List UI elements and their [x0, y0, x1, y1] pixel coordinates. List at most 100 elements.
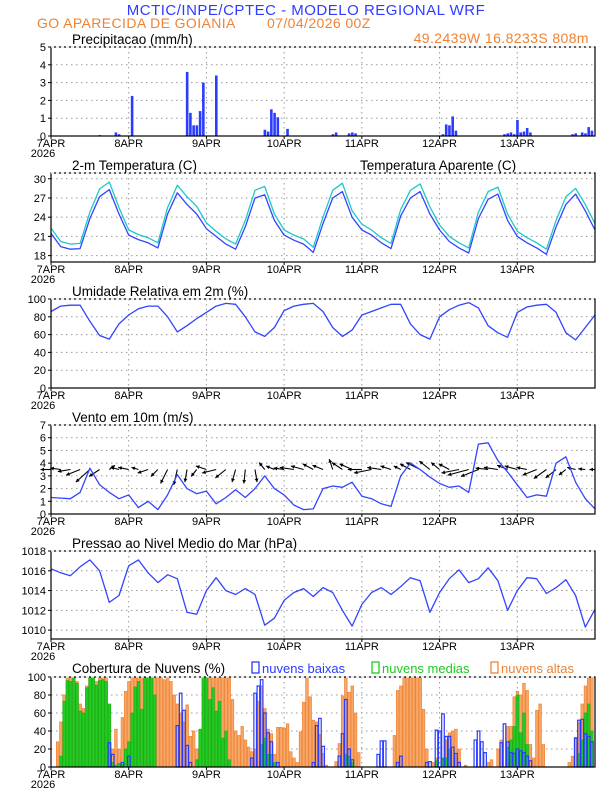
- clouds-bar: [217, 700, 222, 768]
- clouds-bar: [214, 710, 218, 768]
- precip-bar: [441, 134, 445, 136]
- clouds-bar: [120, 717, 125, 768]
- clouds-bar: [136, 681, 141, 768]
- precip-bar: [215, 75, 218, 136]
- wind-arrow: [290, 465, 304, 471]
- x-tick-label: 13APR: [500, 390, 535, 402]
- clouds-bar: [68, 681, 73, 768]
- precip-bar: [444, 124, 448, 136]
- y-tick-label: 0: [40, 131, 46, 143]
- clouds-bar: [418, 676, 422, 768]
- wind-arrow: [65, 468, 81, 476]
- wind-arrow: [545, 469, 557, 479]
- clouds-bar: [91, 676, 95, 768]
- pressure-grid: [51, 551, 595, 639]
- precip-bar: [273, 112, 276, 136]
- precip-bar: [189, 112, 192, 136]
- wind-arrow: [202, 468, 217, 475]
- wind-arrow: [312, 464, 324, 471]
- clouds-bar: [308, 696, 312, 768]
- wind-arrow-head: [215, 474, 220, 478]
- x-tick-label: 8APR: [114, 264, 143, 276]
- wind-arrow-head: [399, 463, 404, 468]
- clouds-bar: [399, 685, 403, 768]
- precip-bar: [202, 82, 205, 136]
- precip-bar: [185, 71, 189, 136]
- clouds-bar: [166, 676, 170, 768]
- clouds-bar: [208, 699, 212, 768]
- wind-arrow-head: [202, 470, 207, 475]
- wind-arrow-head: [431, 462, 436, 467]
- x-tick-label: 11APR: [345, 138, 379, 150]
- wind-grid: [51, 425, 595, 514]
- x-tick-label: 9APR: [192, 390, 221, 402]
- y-tick-label: 2: [40, 95, 46, 107]
- clouds-bar: [412, 676, 416, 768]
- y-tick-label: 4: [40, 60, 46, 72]
- x-tick-label: 9APR: [192, 516, 221, 528]
- wind-arrow-head: [266, 465, 271, 470]
- wind-arrow-head: [110, 466, 115, 471]
- wind-arrow: [533, 469, 547, 480]
- x-tick-label: 13APR: [500, 641, 535, 653]
- clouds-bar: [198, 728, 202, 768]
- y-tick-label: 60: [34, 330, 46, 342]
- x-tick-label: 12APR: [422, 641, 457, 653]
- clouds-bar: [541, 744, 545, 768]
- x-tick-label: 11APR: [345, 641, 379, 653]
- legend-low-label: nuvens baixas: [262, 661, 346, 676]
- clouds-bar: [392, 735, 397, 768]
- wind-arrow-head: [231, 478, 235, 483]
- clouds-bar: [489, 759, 494, 768]
- clouds-bar: [405, 676, 409, 768]
- y-tick-label: 21: [34, 231, 46, 243]
- clouds-bar: [285, 723, 290, 768]
- x-tick-label: 9APR: [192, 138, 221, 150]
- wind-arrow-head: [339, 463, 344, 468]
- wind-arrow-head: [460, 473, 465, 477]
- y-tick-label: 3: [40, 78, 46, 90]
- clouds-bar: [130, 712, 134, 768]
- y-tick-label: 3: [40, 471, 46, 483]
- y-tick-label: 60: [34, 708, 46, 720]
- wind-arrow: [40, 467, 51, 472]
- clouds-series-nuvens-medias: [59, 676, 594, 768]
- legend-mid-swatch: [371, 661, 380, 674]
- header-location: GO APARECIDA DE GOIANIA: [37, 15, 236, 31]
- clouds-bar: [350, 685, 354, 768]
- y-tick-label: 5: [40, 42, 46, 54]
- clouds-bar: [62, 700, 66, 768]
- wind-arrow-head: [558, 471, 563, 476]
- x-year-label: 2026: [31, 274, 55, 286]
- x-tick-label: 10APR: [267, 264, 302, 276]
- wind-arrow-head: [183, 478, 188, 483]
- y-tick-label: 1018: [22, 546, 46, 558]
- clouds-bar: [153, 694, 157, 768]
- wind-arrow: [331, 462, 343, 470]
- clouds-bar: [88, 676, 92, 768]
- x-year-label: 2026: [31, 400, 55, 412]
- wind-arrow-head: [328, 459, 333, 463]
- wind-arrow-head: [160, 479, 164, 484]
- wind-arrow: [265, 465, 275, 471]
- wind-arrow-head: [195, 465, 200, 469]
- clouds-bar: [211, 687, 215, 768]
- y-tick-label: 6: [40, 433, 46, 445]
- wind-arrow-head: [447, 472, 452, 477]
- wind-arrow-head: [367, 466, 372, 470]
- y-tick-label: 80: [34, 312, 46, 324]
- precip-grid: [51, 47, 595, 136]
- x-tick-label: 12APR: [422, 769, 457, 781]
- x-tick-label: 13APR: [500, 516, 535, 528]
- x-tick-label: 11APR: [345, 264, 379, 276]
- x-tick-label: 12APR: [422, 138, 457, 150]
- wind-arrow: [57, 468, 71, 473]
- clouds-bar: [204, 676, 209, 768]
- legend-high-swatch: [490, 661, 499, 674]
- wind-arrow-head: [419, 461, 424, 465]
- wind-title: Vento em 10m (m/s): [72, 410, 194, 425]
- clouds-bar: [395, 690, 400, 768]
- wind-arrow: [150, 469, 159, 477]
